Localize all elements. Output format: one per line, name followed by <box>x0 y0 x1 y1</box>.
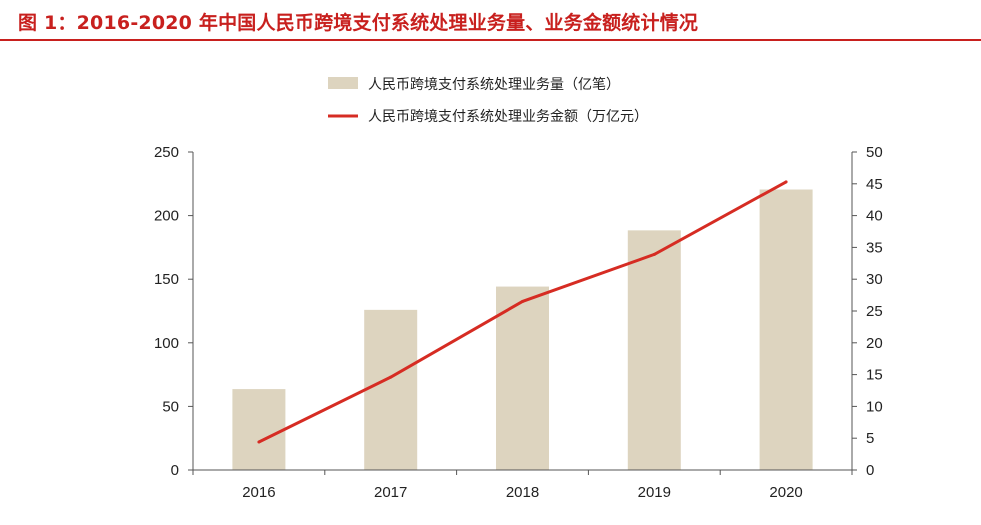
bar-2019 <box>627 230 681 470</box>
legend: 人民币跨境支付系统处理业务量（亿笔） 人民币跨境支付系统处理业务金额（万亿元） <box>328 77 648 125</box>
x-tick-label-2020: 2020 <box>769 484 802 501</box>
right-tick-label: 45 <box>866 176 883 193</box>
x-tick-label-2018: 2018 <box>506 484 539 501</box>
left-tick-label: 50 <box>162 398 179 415</box>
bar-2016 <box>232 389 286 470</box>
right-tick-label: 40 <box>866 208 883 225</box>
legend-line-label: 人民币跨境支付系统处理业务金额（万亿元） <box>368 109 648 125</box>
line-point-2016 <box>257 440 261 444</box>
line-point-2020 <box>784 180 788 184</box>
bar-2017 <box>364 309 418 470</box>
x-tick-label-2016: 2016 <box>242 484 275 501</box>
right-tick-label: 5 <box>866 430 874 447</box>
left-tick-label: 200 <box>154 208 179 225</box>
right-tick-label: 30 <box>866 271 883 288</box>
line-point-2019 <box>652 252 656 256</box>
x-tick-label-2019: 2019 <box>638 484 671 501</box>
bar-2018 <box>496 286 549 470</box>
bar-2020 <box>759 189 813 471</box>
legend-bar-label: 人民币跨境支付系统处理业务量（亿笔） <box>368 77 620 93</box>
axes: 0 50 100 150 200 250 0 5 10 15 20 25 30 35 40 45 50 2016 2… <box>154 144 883 501</box>
right-tick-label: 10 <box>866 398 883 415</box>
line-series <box>257 180 788 444</box>
line-point-2018 <box>521 299 524 303</box>
left-tick-label: 150 <box>154 271 179 288</box>
right-tick-label: 35 <box>866 239 883 256</box>
left-tick-label: 0 <box>171 462 179 479</box>
left-tick-label: 100 <box>154 335 179 352</box>
title-rule <box>0 39 981 41</box>
right-tick-label: 0 <box>866 462 874 479</box>
right-tick-label: 20 <box>866 335 883 352</box>
left-tick-label: 250 <box>154 144 179 161</box>
right-tick-label: 25 <box>866 303 883 320</box>
line-point-2017 <box>389 375 393 379</box>
x-tick-label-2017: 2017 <box>374 484 407 501</box>
right-tick-label: 50 <box>866 144 883 161</box>
bar-series <box>232 189 813 471</box>
right-tick-label: 15 <box>866 367 883 384</box>
legend-bar-swatch <box>328 77 358 89</box>
chart-title: 图 1：2016-2020 年中国人民币跨境支付系统处理业务量、业务金额统计情况 <box>18 12 699 34</box>
